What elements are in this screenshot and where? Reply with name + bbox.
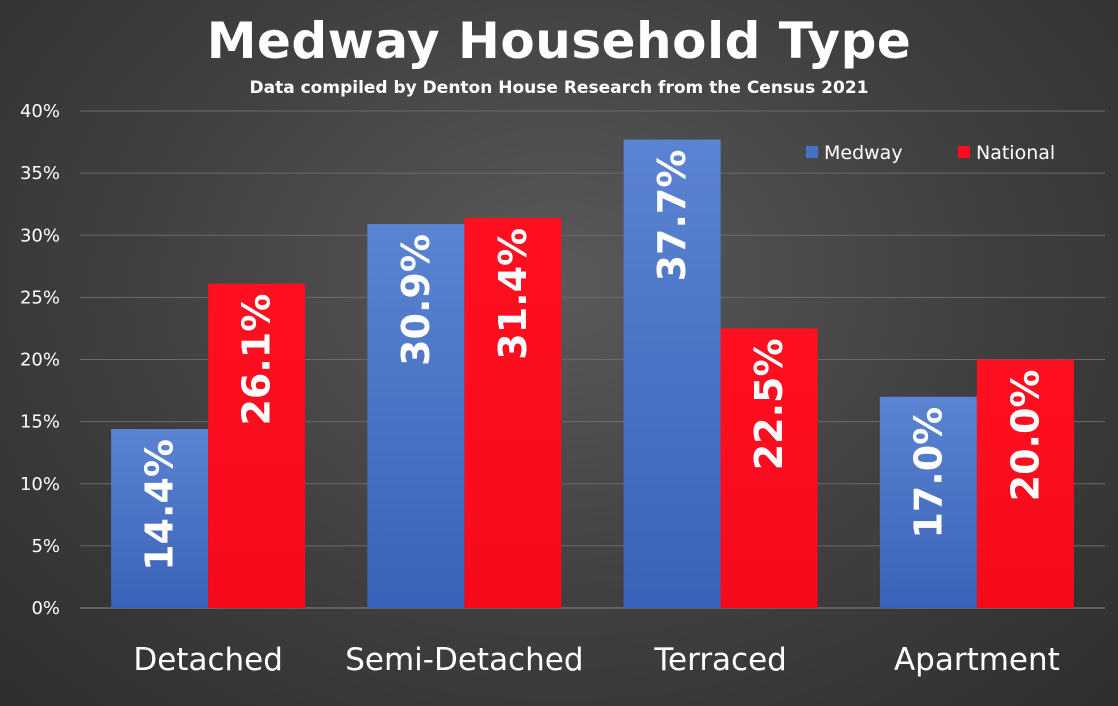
bar-national-terraced (720, 328, 818, 608)
chart-title: Medway Household Type (206, 12, 912, 70)
y-tick-label: 5% (31, 536, 60, 557)
bars (111, 139, 1074, 609)
data-label: 14.4% (138, 439, 182, 571)
bar-national-detached (208, 283, 306, 608)
x-tick-label: Terraced (653, 642, 786, 678)
bar-national-apartment (976, 359, 1074, 608)
data-label: 20.0% (1003, 370, 1047, 502)
data-label: 22.5% (747, 338, 791, 470)
legend-label: National (976, 142, 1055, 164)
bar-national-semi-detached (464, 217, 562, 609)
legend: Medway National (806, 142, 1055, 164)
legend-swatch-national (958, 146, 970, 158)
legend-swatch-medway (806, 146, 818, 158)
y-tick-label: 10% (20, 474, 60, 495)
legend-label: Medway (824, 142, 903, 164)
y-axis: 0% 5% 10% 15% 20% 25% 30% 35% 40% (20, 101, 60, 619)
y-tick-label: 15% (20, 412, 60, 433)
bar-medway-apartment (879, 396, 977, 608)
bar-medway-terraced (623, 139, 721, 608)
data-label: 30.9% (394, 234, 438, 366)
data-label: 26.1% (235, 294, 279, 426)
x-tick-label: Apartment (894, 642, 1060, 678)
data-label: 17.0% (906, 407, 950, 539)
chart-subtitle: Data compiled by Denton House Research f… (249, 78, 869, 98)
bar-medway-detached (111, 429, 209, 608)
y-tick-label: 35% (20, 163, 60, 184)
y-tick-label: 30% (20, 225, 60, 246)
x-tick-label: Detached (133, 642, 283, 678)
y-tick-label: 25% (20, 287, 60, 308)
y-tick-label: 40% (20, 101, 60, 122)
y-tick-label: 20% (20, 350, 60, 371)
bar-medway-semi-detached (367, 224, 465, 608)
data-label: 37.7% (650, 150, 694, 282)
x-axis: Detached Semi-Detached Terraced Apartment (133, 642, 1059, 678)
data-labels: 14.4% 26.1% 30.9% 31.4% 37.7% 22.5% 17.0% 20.0% (138, 150, 1048, 571)
data-label: 31.4% (491, 228, 535, 360)
x-tick-label: Semi-Detached (345, 642, 583, 678)
y-tick-label: 0% (31, 598, 60, 619)
